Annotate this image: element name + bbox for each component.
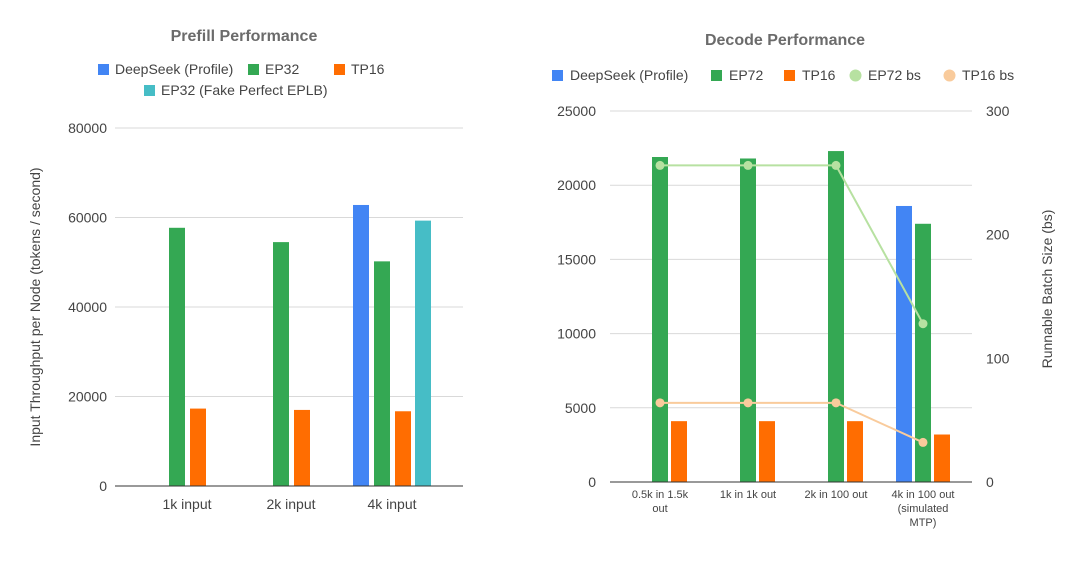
chart-title: Decode Performance [705,32,865,49]
bar-tp16-4k-in-100-out-simulated-mtp [934,434,950,482]
bar-ep32-1k-input [169,227,185,487]
y-tick-label: 5000 [565,400,596,416]
legend-label: TP16 [351,61,385,77]
x-tick-label: 4k input [367,496,416,512]
point-ep72-bs-3 [918,319,928,329]
point-tp16-bs-1 [743,398,753,408]
y-tick-label: 10000 [557,326,596,342]
y-axis-title: Input Throughput per Node (tokens / seco… [27,167,43,446]
legend-swatch [552,70,563,81]
point-tp16-bs-0 [655,398,665,408]
bar-ep32-fake-perfect-eplb-4k-input [415,220,431,486]
bar-ep72-4k-in-100-out-simulated-mtp [915,223,931,482]
bar-tp16-2k-input [294,409,310,486]
x-tick-label: 0.5k in 1.5k [632,489,689,501]
bar-deepseek-profile-4k-in-100-out-simulated-mtp [896,205,912,482]
legend-label: EP32 [265,61,299,77]
line-ep72-bs [660,164,924,325]
legend-swatch [943,69,956,82]
x-tick-label: out [652,503,667,515]
x-tick-label: 2k in 100 out [805,489,868,501]
y2-tick-label: 0 [986,474,994,490]
x-tick-label: 2k input [266,496,315,512]
legend-swatch [248,64,259,75]
legend-label: EP32 (Fake Perfect EPLB) [161,82,328,98]
bar-ep72-0-5k-in-1-5k-out [652,157,668,482]
legend-label: DeepSeek (Profile) [570,67,688,83]
legend-swatch [849,69,862,82]
point-tp16-bs-2 [831,398,841,408]
x-tick-label: MTP) [910,517,937,529]
prefill-performance-chart: Prefill Performance DeepSeek (Profile) EP3… [0,0,540,560]
legend-item-ep72: EP72 [711,67,763,83]
bar-deepseek-profile-4k-input [353,204,369,486]
legend-label: EP72 [729,67,763,83]
legend-item-ep32: EP32 [248,61,299,77]
point-tp16-bs-3 [918,437,928,447]
legend-swatch [98,64,109,75]
y-tick-label: 40000 [68,299,107,315]
legend-swatch [784,70,795,81]
bar-tp16-2k-in-100-out [847,421,863,482]
y-tick-label: 0 [588,474,596,490]
y2-tick-label: 300 [986,103,1010,119]
bar-tp16-0-5k-in-1-5k-out [671,421,687,482]
legend-item-ep72-bs: EP72 bs [849,67,921,83]
y-tick-label: 20000 [557,177,596,193]
legend-item-deepseek-profile: DeepSeek (Profile) [552,67,688,83]
chart-title: Prefill Performance [171,28,318,45]
legend-item-tp16: TP16 [334,61,385,77]
bar-ep72-1k-in-1k-out [740,158,756,482]
y-tick-label: 15000 [557,251,596,267]
x-tick-label: 1k input [162,496,211,512]
legend-label: EP72 bs [868,67,921,83]
bar-tp16-4k-input [395,411,411,486]
legend-swatch [144,85,155,96]
bar-tp16-1k-input [190,408,206,486]
y2-tick-label: 100 [986,350,1010,366]
legend-label: DeepSeek (Profile) [115,61,233,77]
prefill-chart-svg: Prefill Performance DeepSeek (Profile) EP3… [27,28,463,512]
legend-swatch [711,70,722,81]
y-tick-label: 20000 [68,389,107,405]
legend-item-tp16: TP16 [784,67,836,83]
x-tick-label: (simulated [898,503,949,515]
bar-ep72-2k-in-100-out [828,151,844,482]
y-tick-label: 80000 [68,120,107,136]
legend-label: TP16 bs [962,67,1014,83]
point-ep72-bs-1 [743,160,753,170]
y-tick-label: 0 [99,478,107,494]
legend-item-deepseek-profile: DeepSeek (Profile) [98,61,233,77]
bar-ep32-2k-input [273,242,289,486]
x-tick-label: 1k in 1k out [720,489,776,501]
y2-tick-label: 200 [986,227,1010,243]
legend-item-tp16-bs: TP16 bs [943,67,1014,83]
legend-item-ep32-fake-perfect-eplb: EP32 (Fake Perfect EPLB) [144,82,328,98]
point-ep72-bs-2 [831,160,841,170]
legend-swatch [334,64,345,75]
decode-chart-svg: Decode Performance DeepSeek (Profile) EP72… [514,32,1055,529]
y-tick-label: 60000 [68,210,107,226]
bar-ep32-4k-input [374,261,390,486]
y-tick-label: 25000 [557,103,596,119]
y2-axis-title: Runnable Batch Size (bs) [1039,210,1055,369]
line-tp16-bs [660,401,924,444]
legend-label: TP16 [802,67,836,83]
bar-tp16-1k-in-1k-out [759,421,775,482]
x-tick-label: 4k in 100 out [892,489,955,501]
point-ep72-bs-0 [655,160,665,170]
decode-performance-chart: Decode Performance DeepSeek (Profile) EP72… [514,0,1080,560]
